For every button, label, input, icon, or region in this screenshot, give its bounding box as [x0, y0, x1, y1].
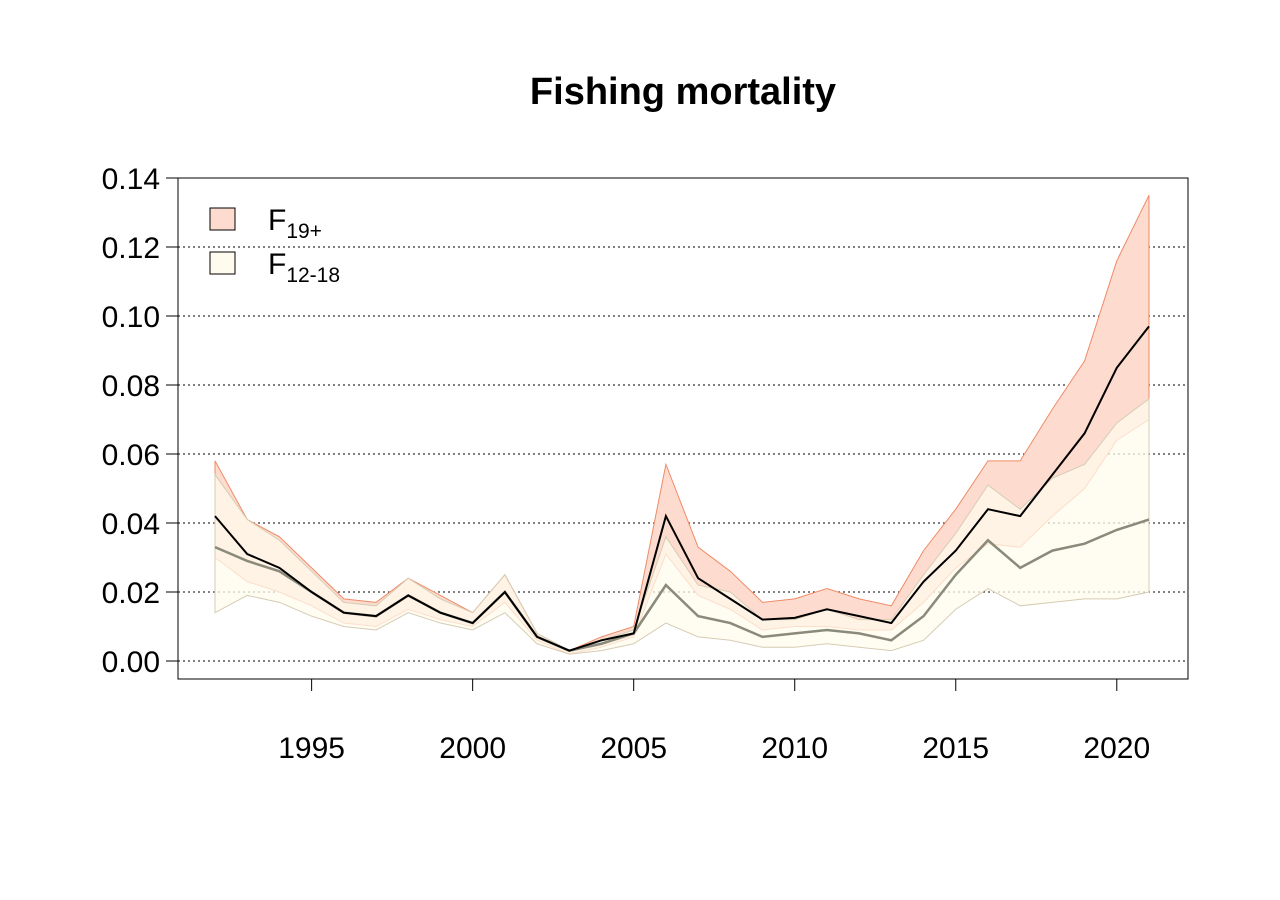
band-F12-18 — [214, 397, 1150, 655]
y-tick-label: 0.06 — [102, 439, 160, 472]
y-tick-label: 0.08 — [102, 370, 160, 403]
legend: F19+ F12-18 — [209, 204, 340, 287]
y-tick-label: 0.14 — [102, 163, 160, 196]
y-axis: 0.00 0.02 0.04 0.06 0.08 0.10 0.12 0.14 — [102, 163, 178, 679]
x-axis: 1995 2000 2005 2010 2015 2020 — [278, 679, 1150, 765]
legend-label-f12-18: F12-18 — [268, 248, 340, 287]
y-tick-label: 0.10 — [102, 301, 160, 334]
y-tick-label: 0.04 — [102, 508, 160, 541]
x-tick-label: 2010 — [761, 732, 828, 765]
confidence-bands — [214, 195, 1150, 655]
y-tick-label: 0.00 — [102, 646, 160, 679]
legend-label-f19: F19+ — [268, 204, 322, 243]
x-tick-label: 1995 — [278, 732, 345, 765]
x-tick-label: 2000 — [439, 732, 506, 765]
x-tick-label: 2005 — [600, 732, 667, 765]
chart-title: Fishing mortality — [530, 71, 836, 113]
x-tick-label: 2020 — [1083, 732, 1150, 765]
plot-frame — [177, 177, 1189, 680]
x-tick-label: 2015 — [922, 732, 989, 765]
line-F19+ — [214, 325, 1150, 652]
legend-swatch-f19 — [209, 207, 236, 231]
y-tick-label: 0.12 — [102, 232, 160, 265]
y-tick-label: 0.02 — [102, 577, 160, 610]
series-lines — [214, 325, 1150, 652]
legend-swatch-f12-18 — [209, 251, 236, 275]
